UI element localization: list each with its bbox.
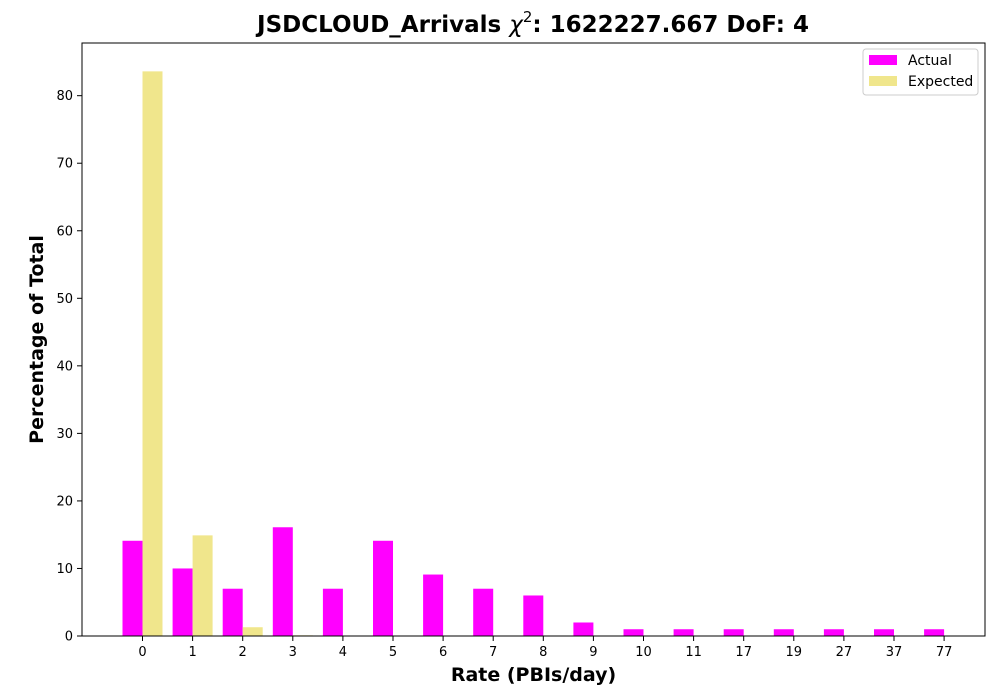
y-tick-label: 30	[56, 427, 73, 442]
x-tick-label: 6	[439, 645, 447, 660]
y-tick-label: 10	[56, 562, 73, 577]
bar-actual-2	[222, 588, 243, 636]
bar-actual-9	[573, 622, 594, 636]
title-superscript: 2	[523, 8, 533, 26]
plot-frame	[81, 42, 986, 637]
bar-actual-6	[423, 574, 444, 636]
title-prefix: JSDCLOUD_Arrivals	[255, 12, 509, 38]
legend-swatch-actual	[869, 55, 897, 65]
bar-actual-11	[673, 629, 694, 636]
y-tick-label: 0	[65, 630, 73, 645]
bar-actual-5	[373, 540, 393, 636]
plot-area	[122, 71, 945, 636]
x-tick-label: 19	[786, 645, 803, 660]
bar-actual-37	[874, 629, 894, 636]
bar-actual-19	[773, 629, 794, 636]
legend-swatch-expected	[869, 76, 897, 86]
y-tick-label: 50	[56, 292, 73, 307]
legend-label-expected: Expected	[908, 74, 973, 90]
legend-label-actual: Actual	[908, 53, 952, 69]
x-tick-label: 27	[836, 645, 853, 660]
x-tick-label: 4	[339, 645, 347, 660]
x-tick-label: 2	[239, 645, 247, 660]
x-tick-label: 1	[188, 645, 196, 660]
y-tick-label: 80	[56, 89, 73, 104]
bar-actual-8	[523, 595, 544, 636]
bar-actual-10	[623, 629, 644, 636]
bar-expected-0	[142, 71, 163, 636]
y-tick-label: 40	[56, 359, 73, 374]
y-axis-ticks: 0 10 20 30 40 50 60 70 80	[56, 89, 82, 645]
title-suffix: : 1622227.667 DoF: 4	[532, 12, 809, 38]
y-tick-label: 70	[56, 157, 73, 172]
bar-actual-3	[272, 527, 293, 636]
x-tick-label: 17	[735, 645, 752, 660]
chart-title: JSDCLOUD_Arrivals χ2: 1622227.667 DoF: 4	[255, 8, 809, 38]
bar-actual-0	[122, 540, 143, 636]
bar-actual-27	[823, 629, 844, 636]
x-axis-ticks: 0 1 2 3 4 5 6 7 8 9 10 11 17 19 27 37 77	[138, 636, 952, 660]
x-tick-label: 37	[886, 645, 903, 660]
y-tick-label: 60	[56, 224, 73, 239]
x-tick-label: 3	[289, 645, 297, 660]
x-tick-label: 10	[635, 645, 652, 660]
x-tick-label: 77	[936, 645, 953, 660]
title-chi: χ	[507, 12, 524, 38]
y-tick-label: 20	[56, 494, 73, 509]
bar-actual-1	[172, 568, 193, 636]
bar-actual-7	[473, 588, 494, 636]
bar-expected-2	[242, 627, 263, 636]
x-tick-label: 5	[389, 645, 397, 660]
legend: Actual Expected	[862, 48, 979, 96]
bar-actual-77	[924, 629, 945, 636]
x-tick-label: 7	[489, 645, 497, 660]
x-tick-label: 0	[138, 645, 146, 660]
bar-actual-17	[723, 629, 744, 636]
x-tick-label: 8	[539, 645, 547, 660]
bar-actual-4	[322, 588, 343, 636]
x-tick-label: 11	[685, 645, 702, 660]
chart-title-text: JSDCLOUD_Arrivals χ2: 1622227.667 DoF: 4	[255, 8, 809, 38]
x-tick-label: 9	[589, 645, 597, 660]
y-axis-label: Percentage of Total	[26, 235, 48, 444]
bar-expected-1	[192, 535, 213, 636]
x-axis-label: Rate (PBIs/day)	[451, 664, 616, 686]
